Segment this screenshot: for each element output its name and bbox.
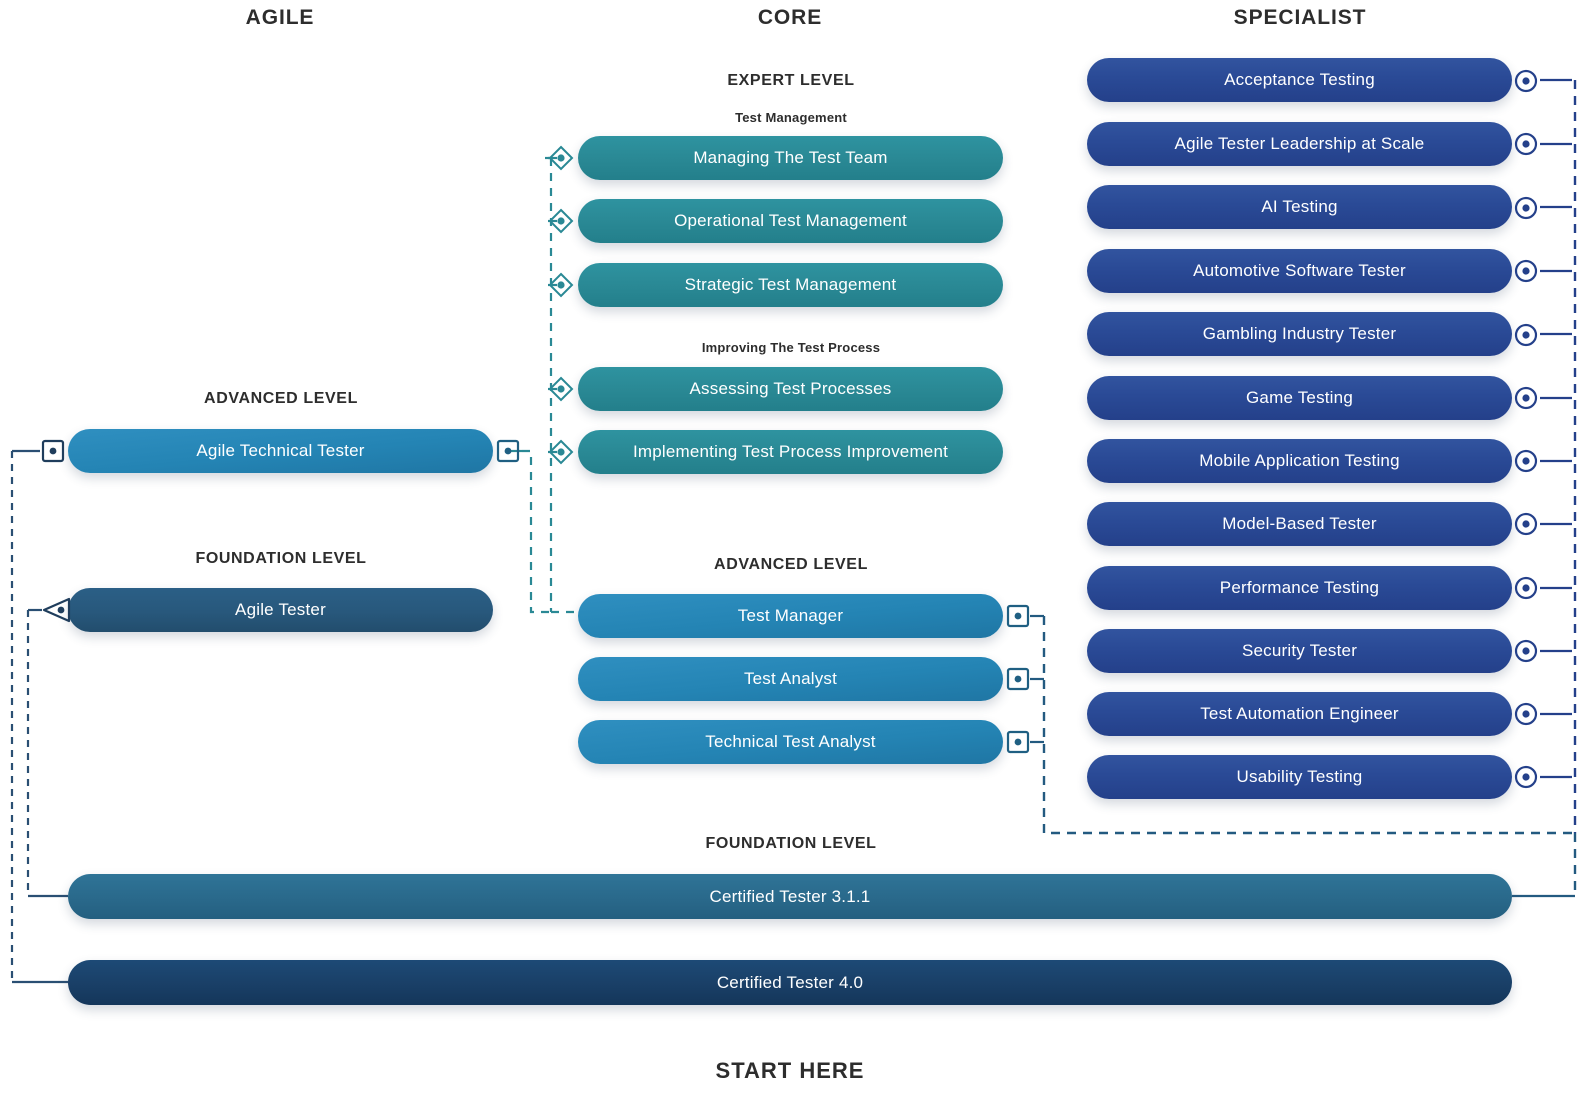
circle-dot-marker bbox=[1513, 701, 1539, 732]
agile-advanced-heading: ADVANCED LEVEL bbox=[204, 390, 358, 407]
pill-label: Security Tester bbox=[1241, 641, 1358, 660]
specialist-item-model-based-tester[interactable]: Model-Based Tester bbox=[1087, 502, 1512, 546]
specialist-item-acceptance-testing[interactable]: Acceptance Testing bbox=[1087, 58, 1512, 102]
column-title-specialist: SPECIALIST bbox=[1233, 6, 1367, 29]
specialist-item-game-testing[interactable]: Game Testing bbox=[1087, 376, 1512, 420]
core-expert-group-1-subheading: Test Management bbox=[735, 110, 847, 125]
specialist-item-gambling-industry-tester[interactable]: Gambling Industry Tester bbox=[1087, 312, 1512, 356]
specialist-item-security-tester[interactable]: Security Tester bbox=[1087, 629, 1512, 673]
pill-label: Technical Test Analyst bbox=[705, 732, 876, 751]
pill-label: Managing The Test Team bbox=[693, 148, 888, 167]
core-advanced-item-test-manager[interactable]: Test Manager bbox=[578, 594, 1003, 638]
pill-label: Assessing Test Processes bbox=[689, 379, 892, 398]
pill-label: Test Analyst bbox=[743, 669, 838, 688]
diamond-dot-marker bbox=[547, 271, 575, 304]
triangle-dot-marker bbox=[40, 596, 72, 629]
specialist-item-usability-testing[interactable]: Usability Testing bbox=[1087, 755, 1512, 799]
core-expert-item-implementing-test-process-improvement[interactable]: Implementing Test Process Improvement bbox=[578, 430, 1003, 474]
square-dot-marker bbox=[495, 438, 521, 469]
square-dot-marker bbox=[1005, 666, 1031, 697]
pill-label: Model-Based Tester bbox=[1222, 514, 1377, 533]
circle-dot-marker bbox=[1513, 258, 1539, 289]
pill-label: Operational Test Management bbox=[674, 211, 907, 230]
pill-label: Game Testing bbox=[1246, 388, 1353, 407]
start-here-label: START HERE bbox=[715, 1058, 865, 1083]
column-title-core: CORE bbox=[757, 6, 823, 29]
core-expert-item-managing-the-test-team[interactable]: Managing The Test Team bbox=[578, 136, 1003, 180]
pill-label: Performance Testing bbox=[1219, 578, 1380, 597]
diamond-dot-marker bbox=[547, 144, 575, 177]
core-expert-item-assessing-test-processes[interactable]: Assessing Test Processes bbox=[578, 367, 1003, 411]
circle-dot-marker bbox=[1513, 385, 1539, 416]
diamond-dot-marker bbox=[547, 207, 575, 240]
core-advanced-item-technical-test-analyst[interactable]: Technical Test Analyst bbox=[578, 720, 1003, 764]
core-advanced-item-test-analyst[interactable]: Test Analyst bbox=[578, 657, 1003, 701]
pill-label: Test Manager bbox=[737, 606, 844, 625]
foundation-heading: FOUNDATION LEVEL bbox=[705, 835, 877, 852]
pill-label: Strategic Test Management bbox=[684, 275, 897, 294]
circle-dot-marker bbox=[1513, 68, 1539, 99]
square-dot-marker bbox=[1005, 729, 1031, 760]
core-expert-heading: EXPERT LEVEL bbox=[727, 72, 855, 89]
foundation-bar-certified-tester-311[interactable]: Certified Tester 3.1.1 bbox=[68, 874, 1512, 919]
specialist-item-agile-tester-leadership-at-scale[interactable]: Agile Tester Leadership at Scale bbox=[1087, 122, 1512, 166]
pill-label: Certified Tester 4.0 bbox=[716, 972, 864, 992]
core-expert-item-strategic-test-management[interactable]: Strategic Test Management bbox=[578, 263, 1003, 307]
circle-dot-marker bbox=[1513, 195, 1539, 226]
pill-label: AI Testing bbox=[1261, 197, 1338, 216]
pill-label: Test Automation Engineer bbox=[1200, 704, 1399, 723]
column-title-agile: AGILE bbox=[245, 6, 315, 29]
core-advanced-heading: ADVANCED LEVEL bbox=[714, 556, 868, 573]
agile-foundation-item-agile-tester[interactable]: Agile Tester bbox=[68, 588, 493, 632]
specialist-item-test-automation-engineer[interactable]: Test Automation Engineer bbox=[1087, 692, 1512, 736]
diamond-dot-marker bbox=[547, 438, 575, 471]
agile-advanced-item-agile-technical-tester[interactable]: Agile Technical Tester bbox=[68, 429, 493, 473]
pill-label: Acceptance Testing bbox=[1224, 70, 1375, 89]
agile-foundation-heading: FOUNDATION LEVEL bbox=[195, 550, 367, 567]
square-dot-marker bbox=[1005, 603, 1031, 634]
specialist-item-performance-testing[interactable]: Performance Testing bbox=[1087, 566, 1512, 610]
circle-dot-marker bbox=[1513, 575, 1539, 606]
specialist-item-mobile-application-testing[interactable]: Mobile Application Testing bbox=[1087, 439, 1512, 483]
pill-label: Agile Tester bbox=[235, 600, 326, 619]
diamond-dot-marker bbox=[547, 375, 575, 408]
core-expert-item-operational-test-management[interactable]: Operational Test Management bbox=[578, 199, 1003, 243]
specialist-item-automotive-software-tester[interactable]: Automotive Software Tester bbox=[1087, 249, 1512, 293]
specialist-item-ai-testing[interactable]: AI Testing bbox=[1087, 185, 1512, 229]
pill-label: Usability Testing bbox=[1236, 767, 1363, 786]
pill-label: Agile Technical Tester bbox=[196, 441, 365, 460]
circle-dot-marker bbox=[1513, 131, 1539, 162]
pill-label: Gambling Industry Tester bbox=[1202, 324, 1397, 343]
pill-label: Certified Tester 3.1.1 bbox=[709, 886, 871, 906]
circle-dot-marker bbox=[1513, 764, 1539, 795]
pill-label: Implementing Test Process Improvement bbox=[632, 442, 949, 461]
circle-dot-marker bbox=[1513, 322, 1539, 353]
pill-label: Agile Tester Leadership at Scale bbox=[1174, 134, 1425, 153]
square-dot-marker bbox=[40, 438, 66, 469]
circle-dot-marker bbox=[1513, 448, 1539, 479]
pill-label: Mobile Application Testing bbox=[1199, 451, 1400, 470]
circle-dot-marker bbox=[1513, 511, 1539, 542]
core-expert-group-2-subheading: Improving The Test Process bbox=[701, 340, 881, 355]
circle-dot-marker bbox=[1513, 638, 1539, 669]
foundation-bar-certified-tester-40[interactable]: Certified Tester 4.0 bbox=[68, 960, 1512, 1005]
pill-label: Automotive Software Tester bbox=[1193, 261, 1406, 280]
